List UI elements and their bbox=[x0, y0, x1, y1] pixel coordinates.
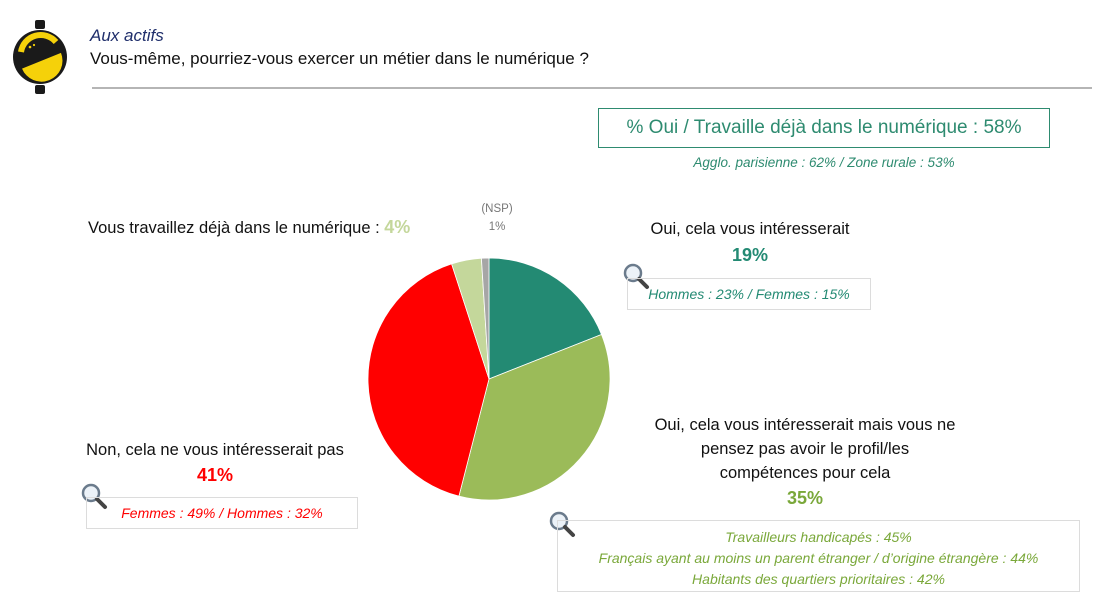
callout-non: Femmes : 49% / Hommes : 32% bbox=[86, 497, 358, 529]
callout-oui-mais-line3: Habitants des quartiers prioritaires : 4… bbox=[692, 571, 945, 587]
summary-detail: Agglo. parisienne : 62% / Zone rurale : … bbox=[693, 155, 955, 170]
callout-oui-mais-line2: Français ayant au moins un parent étrang… bbox=[598, 550, 1039, 566]
magnifier-icon bbox=[548, 510, 576, 538]
label-deja-text: Vous travaillez déjà dans le numérique : bbox=[88, 219, 380, 237]
label-oui-pct: 19% bbox=[731, 245, 769, 265]
label-nsp-pct: 1% bbox=[488, 221, 506, 233]
label-oui-mais-pct: 35% bbox=[786, 488, 824, 508]
pie-slice-4 bbox=[480, 257, 490, 380]
question-text: Vous-même, pourriez-vous exercer un méti… bbox=[90, 49, 589, 68]
callout-oui-mais-line1: Travailleurs handicapés : 45% bbox=[725, 529, 912, 545]
pie-chart bbox=[367, 257, 611, 501]
label-nsp-text: (NSP) bbox=[481, 203, 513, 215]
pie-slice-0 bbox=[488, 257, 603, 380]
label-nsp: (NSP) 1% bbox=[472, 200, 522, 236]
pie-slice-1 bbox=[458, 333, 611, 501]
callout-non-text: Femmes : 49% / Hommes : 32% bbox=[121, 505, 323, 521]
pie-slice-2 bbox=[367, 263, 490, 497]
label-oui-text: Oui, cela vous intéresserait bbox=[650, 220, 850, 238]
summary-box: % Oui / Travaille déjà dans le numérique… bbox=[598, 108, 1050, 148]
callout-oui: Hommes : 23% / Femmes : 15% bbox=[627, 278, 871, 310]
callout-oui-text: Hommes : 23% / Femmes : 15% bbox=[648, 286, 850, 302]
lemon-logo-icon bbox=[12, 18, 68, 96]
label-deja: Vous travaillez déjà dans le numérique :… bbox=[88, 217, 410, 238]
label-non-text: Non, cela ne vous intéresserait pas bbox=[86, 441, 344, 459]
label-oui-mais-line2: pensez pas avoir le profil/les bbox=[700, 440, 910, 458]
label-oui-mais: Oui, cela vous intéresserait mais vous n… bbox=[620, 413, 990, 485]
section-title: Aux actifs bbox=[90, 26, 164, 45]
label-non-pct: 41% bbox=[196, 465, 234, 485]
label-deja-pct: 4% bbox=[384, 217, 411, 237]
magnifier-icon bbox=[622, 262, 650, 290]
header-divider bbox=[92, 87, 1092, 89]
label-oui-mais-line3: compétences pour cela bbox=[719, 464, 891, 482]
label-oui-mais-line1: Oui, cela vous intéresserait mais vous n… bbox=[654, 416, 956, 434]
callout-oui-mais: Travailleurs handicapés : 45% Français a… bbox=[557, 520, 1080, 592]
summary-headline: % Oui / Travaille déjà dans le numérique… bbox=[626, 117, 1022, 138]
